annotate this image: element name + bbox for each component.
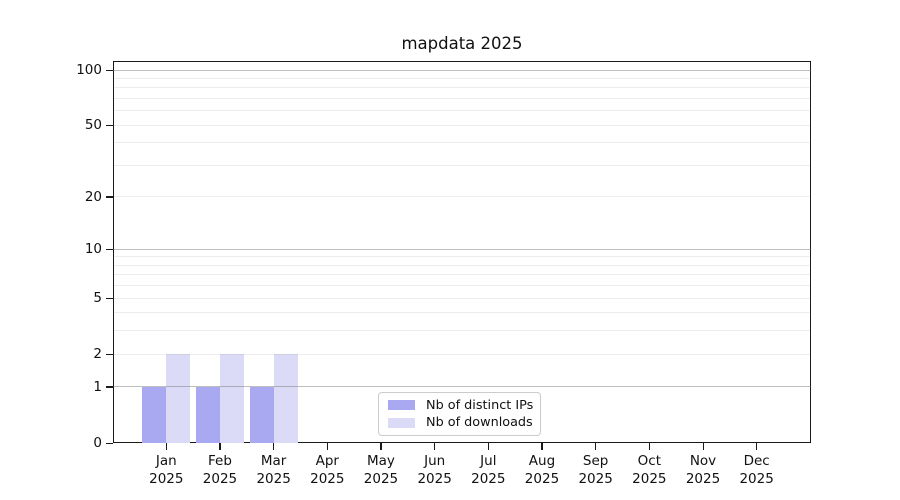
y-axis-tick-label: 0 [93,435,102,451]
minor-gridline [113,285,811,287]
legend-entry-downloads: Nb of downloads [388,415,533,431]
x-axis-tick [326,443,329,450]
major-gridline [113,69,811,71]
plot-area [113,61,811,443]
x-axis-tick [487,443,490,450]
minor-gridline [113,110,811,112]
y-axis-tick [106,69,113,71]
x-axis-tick-label: Oct 2025 [632,453,667,487]
y-axis-tick [106,124,113,127]
legend-swatch-distinct-ips-icon [388,400,415,411]
y-axis-tick-label: 10 [84,241,102,258]
bar-feb-downloads [219,354,244,443]
minor-gridline [113,124,811,126]
minor-gridline [113,297,811,299]
y-axis-tick-label: 1 [93,378,102,395]
x-axis-tick-label: Mar 2025 [256,453,291,487]
bar-mar-distinct-ips [249,387,274,443]
x-axis-tick [648,443,651,450]
x-axis-tick [380,443,382,450]
x-axis-tick-label: Jan 2025 [149,453,184,487]
x-axis-tick [595,443,597,450]
x-axis-tick [541,443,543,450]
y-axis-tick [106,353,113,356]
y-axis-tick [106,297,113,299]
x-axis-tick-label: Sep 2025 [578,453,613,487]
x-axis-tick [434,443,436,450]
x-axis-tick [219,443,221,450]
y-axis-tick [106,386,113,388]
minor-gridline [113,77,811,79]
minor-gridline [113,165,811,166]
minor-gridline [113,98,811,100]
minor-gridline [113,256,811,258]
y-axis-tick [106,442,113,444]
x-axis-tick-label: Apr 2025 [310,453,345,487]
legend-label-distinct-ips: Nb of distinct IPs [426,397,534,413]
minor-gridline [113,274,811,276]
major-gridline [113,248,811,250]
minor-gridline [113,142,811,144]
y-axis-tick [106,196,113,198]
legend: Nb of distinct IPs Nb of downloads [378,392,541,436]
minor-gridline [113,87,811,89]
y-axis-tick-label: 20 [84,188,102,205]
x-axis-tick-label: Jun 2025 [417,453,452,487]
x-axis-tick [273,443,275,450]
x-axis-tick-label: Aug 2025 [524,453,560,487]
bar-mar-downloads [273,354,298,443]
bar-jan-distinct-ips [142,387,167,443]
x-axis-tick [702,443,704,450]
legend-label-downloads: Nb of downloads [426,415,533,431]
bar-feb-distinct-ips [195,387,220,443]
x-axis-tick-label: Feb 2025 [202,453,238,487]
x-axis-tick [165,443,168,450]
y-axis-tick-label: 2 [93,346,102,363]
minor-gridline [113,312,811,314]
minor-gridline [113,353,811,355]
x-axis-tick-label: Dec 2025 [739,453,774,487]
legend-swatch-downloads-icon [388,417,415,428]
x-axis-tick-label: Nov 2025 [685,453,721,487]
x-axis-tick-label: Jul 2025 [471,453,506,487]
minor-gridline [113,330,811,332]
x-axis-tick-label: May 2025 [363,453,399,487]
y-axis-tick-label: 5 [93,290,102,307]
y-axis-tick-label: 50 [84,117,102,134]
legend-entry-distinct-ips: Nb of distinct IPs [388,397,534,413]
minor-gridline [113,196,811,198]
minor-gridline [113,264,811,266]
x-axis-tick [756,443,758,450]
chart-title: mapdata 2025 [401,34,523,53]
y-axis-tick-label: 100 [76,62,102,79]
bar-jan-downloads [166,354,191,443]
y-axis-tick [106,248,113,251]
